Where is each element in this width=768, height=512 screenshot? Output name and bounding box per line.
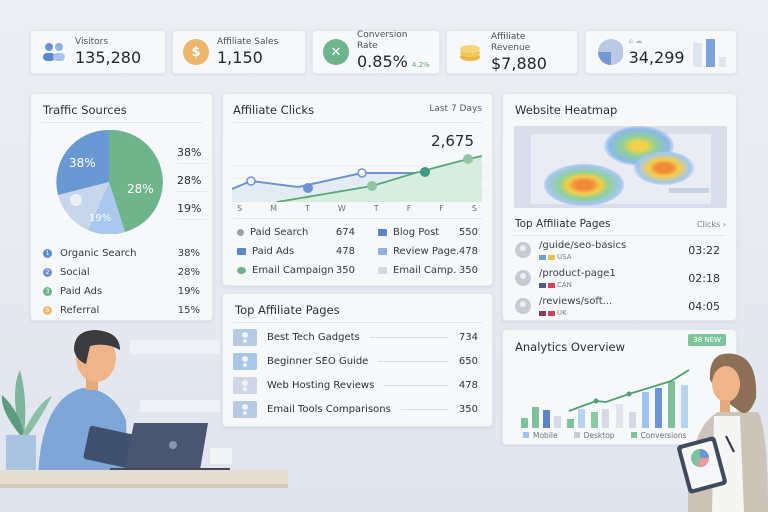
- url-row[interactable]: /reviews/soft... UK 04:05: [515, 294, 726, 322]
- kpi-affiliate-sales[interactable]: $ Affiliate Sales 1,150: [172, 30, 306, 74]
- page-row[interactable]: Best Tech Gadgets 734: [233, 327, 478, 347]
- legend-item-social[interactable]: 2 Social 28%: [43, 263, 200, 281]
- envelope-icon: [378, 266, 387, 274]
- traffic-sources-panel: Traffic Sources 38% 28% 19% 38% 28% 19% …: [30, 93, 213, 321]
- url-row[interactable]: /guide/seo-basics USA 03:22: [515, 238, 726, 266]
- kpi-label: Conversion Rate: [357, 29, 408, 51]
- dollar-coin-icon: $: [183, 39, 209, 65]
- legend-item-organic-search[interactable]: 1 Organic Search 38%: [43, 244, 200, 262]
- kpi-conversion-rate[interactable]: ✕ Conversion Rate 0.85% 4.2%: [312, 30, 440, 74]
- side-percent: 19%: [177, 202, 207, 220]
- kpi-label: Visitors: [75, 37, 109, 47]
- kpi-visitors[interactable]: Visitors 135,280: [30, 30, 166, 74]
- avatar-icon: [515, 242, 531, 258]
- legend-dot: 5: [43, 305, 52, 315]
- new-badge: 38 NEW: [688, 334, 726, 346]
- avatar-icon: [515, 298, 531, 314]
- website-heatmap-panel: Website Heatmap Top Affiliate Pages Clic…: [502, 93, 737, 321]
- legend-percent: 28%: [177, 266, 200, 278]
- kpi-value: 135,280: [75, 48, 142, 67]
- panel-title: Analytics Overview: [515, 340, 626, 354]
- analytics-legend: Mobile Desktop Conversions: [523, 431, 687, 440]
- stat-email-campaign: Email Campaign 350: [237, 262, 355, 278]
- pie-mini-icon: [598, 39, 623, 65]
- clicks-line-chart[interactable]: [232, 130, 494, 202]
- legend-dot: 1: [43, 248, 52, 258]
- clicks-total: 2,675: [431, 132, 474, 150]
- heatmap-preview[interactable]: [514, 126, 727, 208]
- legend-label: Referral: [60, 304, 100, 316]
- kpi-change: 4.2%: [411, 60, 430, 69]
- page-row[interactable]: Email Tools Comparisons 350: [233, 399, 478, 419]
- kpi-summary[interactable]: ⌂ ☁ 34,299: [585, 30, 737, 74]
- stat-paid-search: Paid Search 674: [237, 224, 355, 240]
- section-title: Top Affiliate Pages: [515, 218, 611, 230]
- url-row[interactable]: /product-page1 CAN 02:18: [515, 266, 726, 294]
- pie-label: 28%: [127, 182, 154, 196]
- legend-dot: 3: [43, 286, 52, 296]
- man-with-laptop-illustration: [0, 330, 288, 488]
- legend-label: Organic Search: [60, 247, 137, 259]
- page-thumb-icon: [233, 400, 257, 418]
- legend-percent: 19%: [177, 285, 200, 297]
- side-percent: 38%: [177, 146, 207, 164]
- coins-stack-icon: [457, 39, 483, 65]
- woman-with-tablet-illustration: [677, 353, 768, 512]
- kpi-value: 0.85% 4.2%: [357, 51, 430, 71]
- kpi-value: $7,880: [491, 53, 547, 73]
- analytics-bar-chart[interactable]: [521, 364, 701, 428]
- panel-title: Traffic Sources: [43, 103, 127, 117]
- page-thumb-icon: [233, 352, 257, 370]
- traffic-pie-chart[interactable]: [53, 130, 165, 234]
- top-affiliate-pages-panel: Top Affiliate Pages Best Tech Gadgets 734…: [222, 293, 493, 427]
- stat-paid-ads: Paid Ads 478: [237, 243, 355, 259]
- page-row[interactable]: Beginner SEO Guide 650: [233, 351, 478, 371]
- weather-icons: ⌂ ☁: [628, 37, 643, 45]
- legend-percent: 38%: [177, 247, 200, 259]
- page-thumb-icon: [233, 376, 257, 394]
- panel-title: Affiliate Clicks: [233, 103, 315, 117]
- window-icon: [378, 247, 387, 255]
- legend-label: Social: [60, 266, 90, 278]
- legend-item-paid-ads[interactable]: 3 Paid Ads 19%: [43, 282, 200, 300]
- analytics-overview-panel: Analytics Overview 38 NEW Mobile Desktop…: [502, 329, 737, 445]
- panel-title: Top Affiliate Pages: [235, 303, 340, 317]
- page-row[interactable]: Web Hosting Reviews 478: [233, 375, 478, 395]
- kpi-value: 1,150: [217, 48, 263, 67]
- kpi-label: Affiliate Revenue: [491, 31, 531, 53]
- legend-label: Paid Ads: [60, 285, 103, 297]
- stat-blog-post: Blog Post 550: [378, 224, 478, 240]
- kpi-label: Affiliate Sales: [217, 37, 279, 47]
- conversion-icon: ✕: [323, 39, 349, 65]
- users-icon: [41, 39, 67, 65]
- legend-dot: 2: [43, 267, 52, 277]
- legend-percent: 15%: [177, 304, 200, 316]
- page-thumb-icon: [233, 328, 257, 346]
- panel-title: Website Heatmap: [515, 103, 618, 117]
- clicks-link[interactable]: Clicks ›: [697, 220, 726, 229]
- pie-label: 38%: [69, 156, 96, 170]
- heart-icon: [237, 266, 246, 274]
- side-percent: 28%: [177, 174, 207, 192]
- legend-item-referral[interactable]: 5 Referral 15%: [43, 301, 200, 319]
- date-range-selector[interactable]: Last 7 Days: [429, 104, 482, 114]
- bar-mini-icon: [692, 39, 726, 67]
- stat-review-page: Review Page. 478: [378, 243, 478, 259]
- kpi-value: 34,299: [628, 48, 685, 67]
- kpi-affiliate-revenue[interactable]: Affiliate Revenue $7,880: [446, 30, 578, 74]
- flag-icon: [237, 247, 246, 255]
- pie-label: 19%: [89, 213, 112, 224]
- stat-email-camp: Email Camp. 350: [378, 262, 478, 278]
- paid-search-icon: [237, 228, 244, 236]
- bars-icon: [378, 228, 387, 236]
- avatar-icon: [515, 270, 531, 286]
